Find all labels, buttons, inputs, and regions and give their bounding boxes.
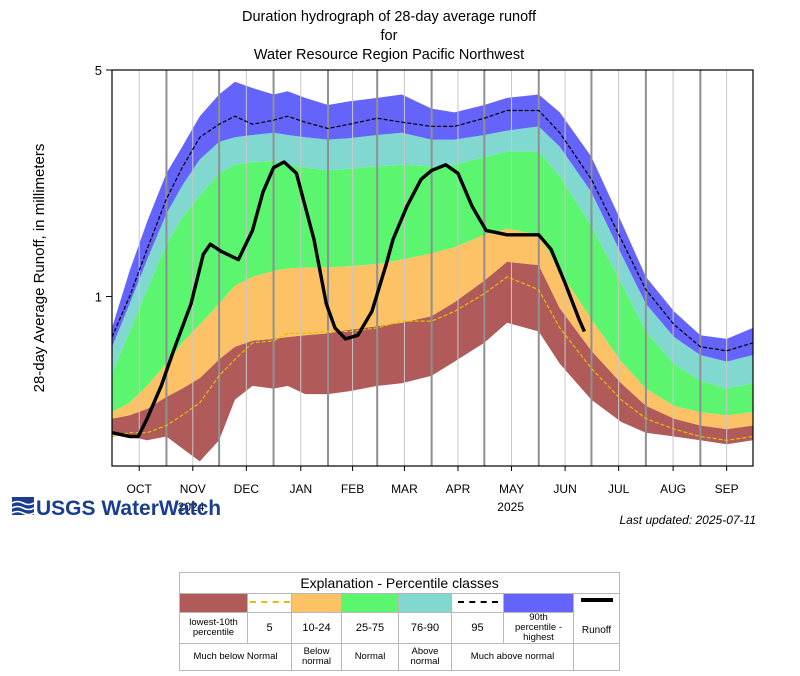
x-tick-label: MAR xyxy=(391,482,418,496)
plot-frame xyxy=(111,69,754,467)
usgs-logo-text: USGS WaterWatch xyxy=(36,497,221,520)
series-line-95 xyxy=(111,109,754,352)
legend-label-25-75: 25-75 xyxy=(341,612,399,644)
legend-swatch-lowest xyxy=(179,593,248,613)
series-line-5 xyxy=(111,276,754,441)
band-10-24 xyxy=(112,228,753,430)
y-tick-label: 5 xyxy=(95,63,102,78)
x-tick-label: FEB xyxy=(341,482,364,496)
y-axis-label: 28-day Average Runoff, in millimeters xyxy=(31,144,48,393)
legend: Explanation - Percentile classes Runoff … xyxy=(178,572,621,671)
usgs-logo-waves xyxy=(11,500,35,516)
legend-group-above: Above normal xyxy=(398,643,452,671)
x-tick-label: JUN xyxy=(553,482,576,496)
legend-table: Explanation - Percentile classes Runoff … xyxy=(178,572,621,671)
band-76-90 xyxy=(112,126,753,389)
hydrograph-chart: Duration hydrograph of 28-day average ru… xyxy=(11,9,756,527)
legend-swatch-highest xyxy=(503,593,574,613)
legend-label-95: 95 xyxy=(451,612,504,644)
y-tick-label: 1 xyxy=(95,290,102,305)
x-tick-label: JUL xyxy=(608,482,630,496)
legend-group-below: Below normal xyxy=(291,643,342,671)
x-axis-ticks: OCT NOV DEC JAN FEB MAR APR MAY JUN JUL AUG SEP 2024… xyxy=(127,466,739,514)
y-axis-ticks: 15 xyxy=(95,63,112,305)
x-tick-label: APR xyxy=(446,482,471,496)
x-tick-label: SEP xyxy=(715,482,739,496)
legend-swatch-runoff xyxy=(580,598,613,603)
legend-group-empty xyxy=(572,643,621,671)
x-tick-label: DEC xyxy=(234,482,260,496)
legend-label-lowest: lowest-10th percentile xyxy=(179,612,248,644)
legend-swatch-10-24 xyxy=(291,593,342,613)
x-tick-label: MAY xyxy=(499,482,524,496)
legend-label-10-24: 10-24 xyxy=(291,612,342,644)
month-gridlines xyxy=(138,70,728,466)
legend-group-normal: Normal xyxy=(341,643,399,671)
series-line-runoff xyxy=(111,160,586,439)
series-lines xyxy=(111,109,754,441)
legend-cell-runoff: Runoff xyxy=(572,593,621,644)
x-year-label: 2024 xyxy=(178,500,205,514)
legend-swatch-95 xyxy=(451,593,504,613)
x-year-label: 2025 xyxy=(497,500,524,514)
x-tick-label: NOV xyxy=(180,482,206,496)
usgs-logo: USGS WaterWatch xyxy=(11,497,221,520)
x-tick-label: JAN xyxy=(289,482,312,496)
x-tick-label: AUG xyxy=(660,482,686,496)
band-25-75 xyxy=(112,151,753,416)
legend-label-highest: 90th percentile -highest xyxy=(503,612,574,644)
legend-label-runoff: Runoff xyxy=(581,625,612,636)
legend-swatch-76-90 xyxy=(398,593,452,613)
chart-title: Duration hydrograph of 28-day average ru… xyxy=(242,9,537,25)
chart-title-for: for xyxy=(381,28,398,44)
legend-swatch-5 xyxy=(247,593,292,613)
legend-label-5: 5 xyxy=(247,612,292,644)
legend-swatch-25-75 xyxy=(341,593,399,613)
chart-subtitle: Water Resource Region Pacific Northwest xyxy=(254,47,524,63)
legend-label-76-90: 76-90 xyxy=(398,612,452,644)
last-updated: Last updated: 2025-07-11 xyxy=(619,513,756,527)
legend-group-much-above: Much above normal xyxy=(451,643,574,671)
x-tick-label: OCT xyxy=(127,482,153,496)
legend-group-much-below: Much below Normal xyxy=(179,643,292,671)
legend-title: Explanation - Percentile classes xyxy=(178,572,621,594)
